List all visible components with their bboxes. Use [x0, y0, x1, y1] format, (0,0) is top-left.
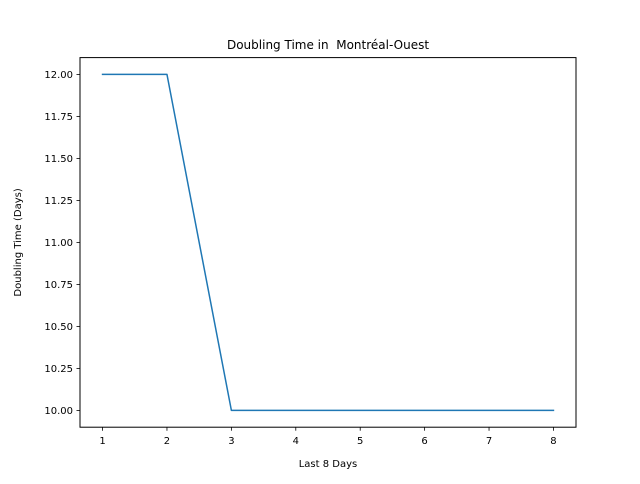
chart-title: Doubling Time in Montréal-Ouest	[227, 38, 429, 52]
y-tick-label: 11.75	[44, 112, 73, 123]
x-axis-label: Last 8 Days	[299, 459, 358, 470]
x-tick-label: 5	[357, 436, 363, 447]
y-tick-label: 12.00	[44, 70, 73, 81]
x-tick-label: 6	[421, 436, 427, 447]
x-tick-label: 8	[550, 436, 556, 447]
y-tick-label: 10.50	[44, 322, 73, 333]
y-tick-label: 10.75	[44, 280, 73, 291]
y-tick-label: 10.00	[44, 406, 73, 417]
y-axis-label: Doubling Time (Days)	[13, 188, 24, 296]
y-tick-label: 11.50	[44, 154, 73, 165]
x-tick-label: 1	[99, 436, 105, 447]
x-tick-label: 4	[293, 436, 299, 447]
x-tick-label: 2	[164, 436, 170, 447]
y-tick-label: 11.25	[44, 196, 73, 207]
x-tick-label: 3	[228, 436, 234, 447]
y-tick-label: 10.25	[44, 364, 73, 375]
x-tick-label: 7	[486, 436, 492, 447]
y-tick-label: 11.00	[44, 238, 73, 249]
